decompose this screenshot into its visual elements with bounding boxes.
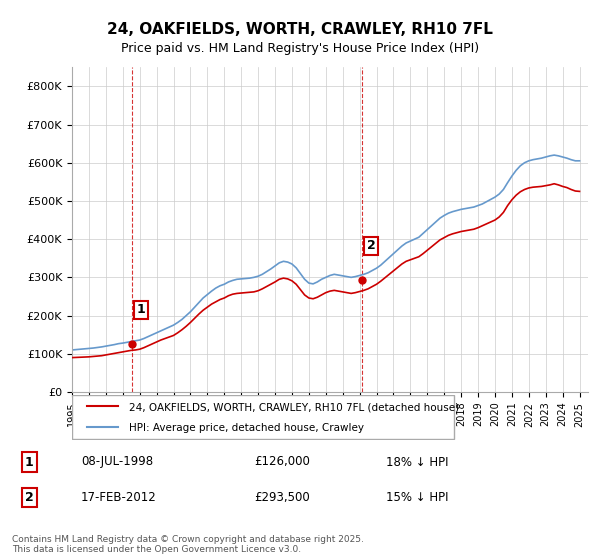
Text: 2: 2 [367, 239, 376, 252]
Text: 18% ↓ HPI: 18% ↓ HPI [386, 455, 449, 469]
Text: 24, OAKFIELDS, WORTH, CRAWLEY, RH10 7FL (detached house): 24, OAKFIELDS, WORTH, CRAWLEY, RH10 7FL … [129, 402, 459, 412]
Text: 1: 1 [137, 304, 145, 316]
Text: Price paid vs. HM Land Registry's House Price Index (HPI): Price paid vs. HM Land Registry's House … [121, 42, 479, 55]
Text: 15% ↓ HPI: 15% ↓ HPI [386, 491, 449, 504]
Text: £293,500: £293,500 [254, 491, 310, 504]
Text: HPI: Average price, detached house, Crawley: HPI: Average price, detached house, Craw… [129, 423, 364, 433]
Text: 24, OAKFIELDS, WORTH, CRAWLEY, RH10 7FL: 24, OAKFIELDS, WORTH, CRAWLEY, RH10 7FL [107, 22, 493, 38]
Text: 2: 2 [25, 491, 34, 504]
Text: 1: 1 [25, 455, 34, 469]
Text: 08-JUL-1998: 08-JUL-1998 [81, 455, 153, 469]
FancyBboxPatch shape [72, 395, 454, 439]
Text: Contains HM Land Registry data © Crown copyright and database right 2025.
This d: Contains HM Land Registry data © Crown c… [12, 535, 364, 554]
Text: 17-FEB-2012: 17-FEB-2012 [81, 491, 157, 504]
Text: £126,000: £126,000 [254, 455, 310, 469]
